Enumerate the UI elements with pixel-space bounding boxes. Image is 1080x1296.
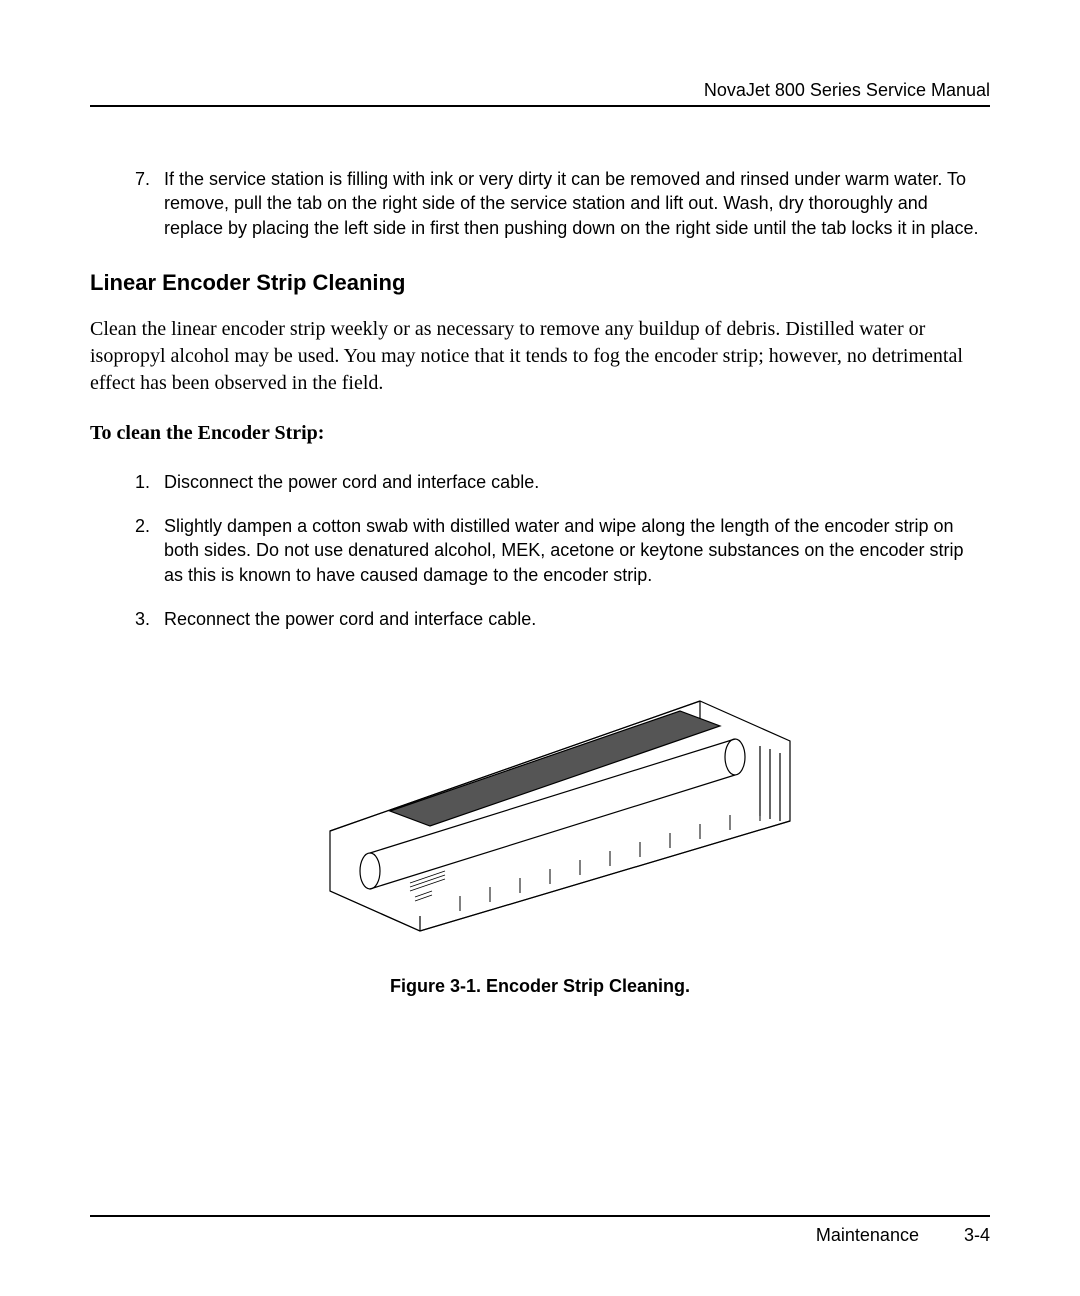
figure-encoder-strip: Figure 3-1. Encoder Strip Cleaning. [90,671,990,997]
header-title: NovaJet 800 Series Service Manual [704,80,990,100]
footer-section: Maintenance [816,1225,919,1245]
step-2: 2. Slightly dampen a cotton swab with di… [120,514,980,587]
subsection-heading: To clean the Encoder Strip: [90,422,990,445]
list-item-7-num: 7. [120,167,164,240]
step-3: 3. Reconnect the power cord and interfac… [120,607,980,631]
step-1: 1. Disconnect the power cord and interfa… [120,470,980,494]
step-2-text: Slightly dampen a cotton swab with disti… [164,514,980,587]
step-1-num: 1. [120,470,164,494]
step-2-num: 2. [120,514,164,587]
page-header: NovaJet 800 Series Service Manual [90,80,990,107]
page-footer: Maintenance 3-4 [90,1215,990,1246]
prior-list: 7. If the service station is filling wit… [120,167,980,240]
step-3-num: 3. [120,607,164,631]
list-item-7: 7. If the service station is filling wit… [120,167,980,240]
step-1-text: Disconnect the power cord and interface … [164,470,980,494]
encoder-strip-illustration [260,671,820,951]
section-heading: Linear Encoder Strip Cleaning [90,270,990,296]
section-intro: Clean the linear encoder strip weekly or… [90,316,990,397]
footer-page-number: 3-4 [964,1225,990,1246]
steps-list: 1. Disconnect the power cord and interfa… [120,470,980,631]
step-3-text: Reconnect the power cord and interface c… [164,607,980,631]
figure-caption: Figure 3-1. Encoder Strip Cleaning. [90,976,990,997]
list-item-7-text: If the service station is filling with i… [164,167,980,240]
